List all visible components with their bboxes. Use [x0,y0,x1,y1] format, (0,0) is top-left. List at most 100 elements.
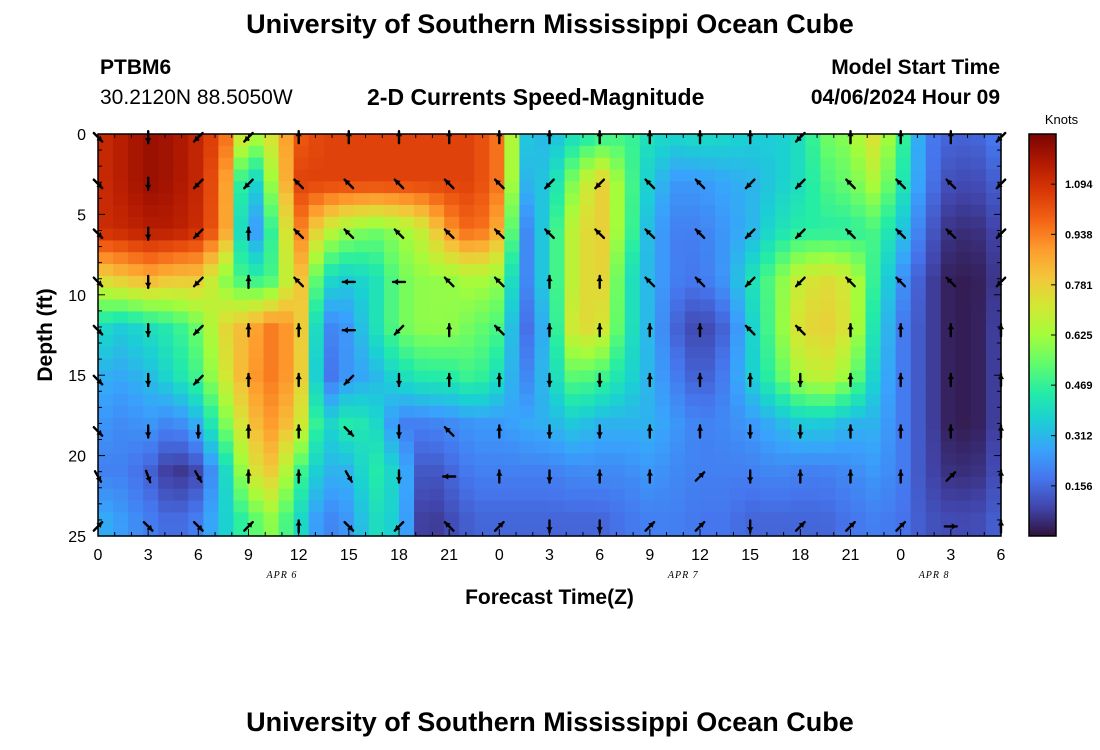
heatmap-cell [474,441,490,454]
heatmap-cell [820,204,837,218]
heatmap-cell [745,311,761,324]
heatmap-cell [850,216,867,230]
heatmap-cell [865,169,882,182]
heatmap-cell [308,193,325,206]
heatmap-cell [594,252,611,265]
heatmap-cell [263,275,280,289]
heatmap-cell [173,264,189,277]
heatmap-cell [143,476,159,490]
heatmap-cell [143,394,159,407]
heatmap-cell [534,311,551,324]
heatmap-cell [399,405,415,419]
heatmap-cell [414,417,430,431]
current-arrow [493,178,505,190]
heatmap-cell [188,429,204,443]
current-arrow [895,276,907,288]
heatmap-cell [353,157,370,171]
heatmap-cell [293,405,310,419]
heatmap-cell [730,488,746,502]
heatmap-cell [985,193,1002,206]
heatmap-cell [128,524,144,537]
heatmap-cell [654,157,671,171]
heatmap-cell [489,382,505,395]
heatmap-cell [248,216,265,230]
heatmap-cell [579,382,596,395]
heatmap-cell [820,500,837,513]
heatmap-cell [835,429,852,443]
heatmap-cell [534,524,551,537]
heatmap-cell [775,264,791,277]
heatmap-cell [368,204,385,218]
heatmap-cell [218,441,235,454]
heatmap-cell [880,488,897,502]
heatmap-cell [383,240,400,253]
heatmap-cell [278,382,295,395]
heatmap-cell [128,275,144,289]
current-arrow [192,324,204,336]
heatmap-cell [669,311,686,324]
current-arrow [493,324,505,336]
heatmap-cell [925,264,942,277]
heatmap-cell [308,417,325,431]
heatmap-cell [308,323,325,336]
heatmap-cell [865,524,882,537]
heatmap-cell [323,512,340,525]
heatmap-cell [669,264,686,277]
heatmap-cell [594,382,611,395]
heatmap-cell [414,181,430,194]
heatmap-cell [790,370,806,383]
heatmap-cell [715,441,731,454]
heatmap-cell [534,252,551,265]
heatmap-cell [955,453,972,466]
heatmap-cell [429,358,445,372]
heatmap-cell [489,429,505,443]
heatmap-cell [639,394,656,407]
heatmap-cell [459,405,475,419]
heatmap-cell [338,228,355,242]
current-arrow [794,228,806,240]
heatmap-cell [173,252,189,265]
current-arrow [895,520,907,532]
heatmap-cell [549,275,566,289]
heatmap-cell [715,275,731,289]
heatmap-cell [745,287,761,301]
heatmap-cell [263,405,280,419]
heatmap-cell [805,453,821,466]
heatmap-cell [128,346,144,360]
heatmap-cell [353,181,370,194]
heatmap-cell [730,441,746,454]
heatmap-cell [805,465,821,478]
heatmap-cell [128,335,144,348]
heatmap-cell [128,157,144,171]
current-arrow [245,469,252,484]
heatmap-cell [248,134,265,147]
heatmap-cell [805,299,821,312]
heatmap-cell [248,346,265,360]
heatmap-cell [715,382,731,395]
heatmap-cell [925,228,942,242]
heatmap-cell [459,476,475,490]
heatmap-cell [459,228,475,242]
heatmap-cell [940,512,957,525]
heatmap-cell [895,169,912,182]
heatmap-cell [474,216,490,230]
heatmap-cell [910,287,927,301]
heatmap-cell [579,500,596,513]
page-title: University of Southern Mississippi Ocean… [246,9,854,39]
heatmap-cell [248,181,265,194]
heatmap-cell [308,134,325,147]
heatmap-cell [970,405,987,419]
heatmap-cell [669,323,686,336]
heatmap-cell [504,323,520,336]
heatmap-cell [353,453,370,466]
heatmap-cell [549,323,566,336]
heatmap-cell [263,358,280,372]
heatmap-cell [353,169,370,182]
heatmap-cell [113,500,129,513]
heatmap-cell [745,157,761,171]
heatmap-cell [775,524,791,537]
heatmap-cell [745,193,761,206]
heatmap-cell [323,335,340,348]
heatmap-cell [775,429,791,443]
heatmap-cell [745,335,761,348]
